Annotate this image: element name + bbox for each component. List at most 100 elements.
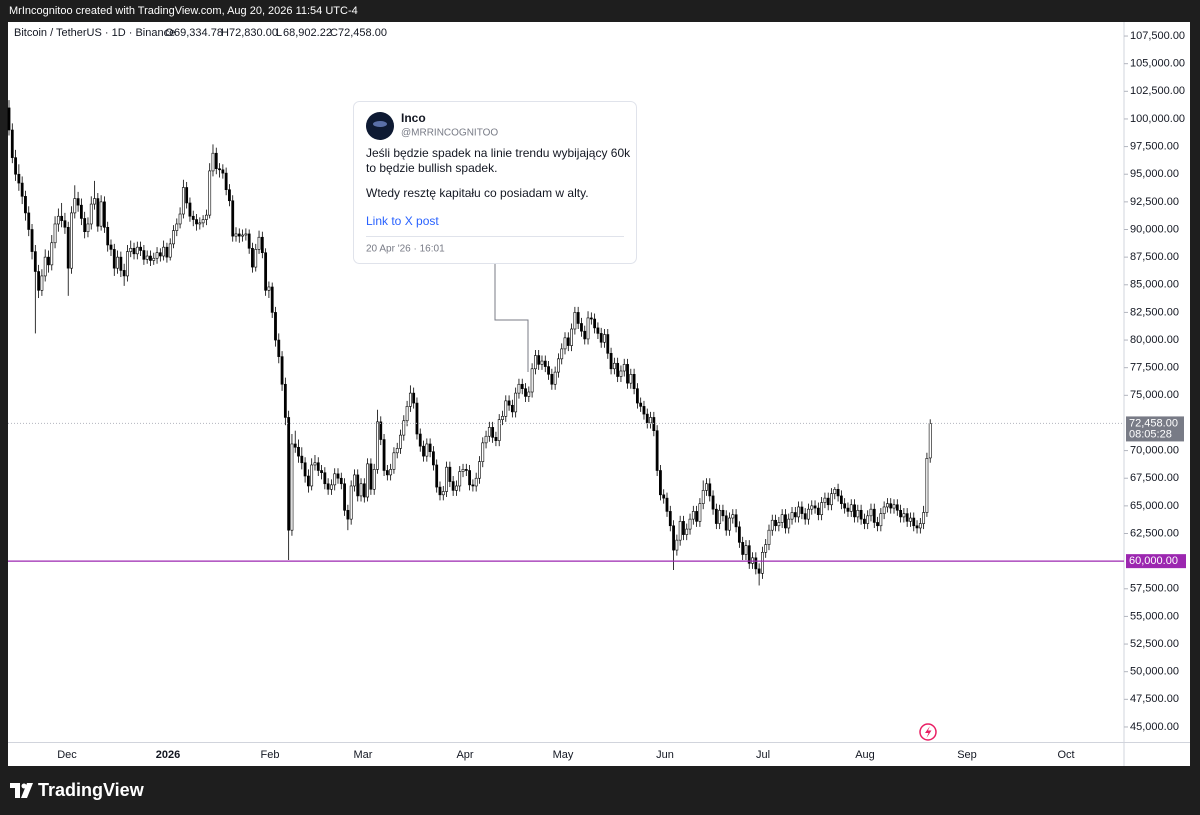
- candle-body: [879, 513, 883, 527]
- candle-body: [599, 333, 603, 343]
- candle-body: [135, 246, 139, 255]
- candle-body: [856, 509, 860, 518]
- x-tick-label: Apr: [456, 749, 473, 761]
- candle-body: [695, 511, 699, 522]
- candle-body: [543, 360, 547, 367]
- legend-value: 72,458.00: [338, 27, 387, 39]
- y-tick-label: 47,500.00: [1130, 693, 1179, 705]
- candle-body: [757, 568, 761, 574]
- candle-body: [889, 503, 893, 509]
- candle-body: [464, 469, 468, 471]
- candle-body: [566, 337, 570, 346]
- candle-body: [609, 353, 613, 370]
- x-tick-label: Jul: [756, 749, 770, 761]
- candle-body: [711, 495, 715, 510]
- candle-body: [195, 219, 198, 225]
- candle-body: [43, 256, 47, 277]
- candle-body: [50, 242, 54, 266]
- candle-body: [208, 170, 212, 216]
- candle-body: [527, 391, 531, 397]
- candle-body: [191, 215, 195, 220]
- candle-body: [10, 129, 14, 158]
- candle-body: [734, 514, 738, 528]
- legend-value: 72,830.00: [229, 27, 278, 39]
- candle-body: [336, 473, 340, 479]
- candle-body: [915, 525, 919, 529]
- candle-body: [487, 427, 491, 437]
- y-tick-label: 82,500.00: [1130, 306, 1179, 318]
- candle-body: [89, 203, 93, 225]
- avatar-graphic: [373, 121, 387, 127]
- candle-body: [175, 223, 179, 231]
- post-link[interactable]: Link to X post: [366, 214, 439, 228]
- legend-value: 69,334.78: [174, 27, 223, 39]
- candle-body: [596, 327, 600, 334]
- candles: [7, 100, 932, 586]
- candle-body: [172, 230, 175, 245]
- candle-body: [201, 219, 205, 224]
- candle-body: [300, 455, 304, 464]
- candle-body: [30, 229, 34, 252]
- candle-body: [682, 521, 685, 535]
- candle-body: [468, 470, 472, 486]
- candle-body: [257, 236, 261, 250]
- candle-body: [24, 196, 27, 214]
- candle-body: [382, 439, 386, 471]
- candle-body: [287, 417, 291, 531]
- candle-body: [849, 504, 853, 512]
- legend-key: L: [276, 27, 282, 39]
- post-text: to będzie bullish spadek.: [366, 161, 497, 175]
- candle-body: [833, 488, 837, 495]
- candle-body: [494, 437, 498, 441]
- candle-body: [484, 435, 488, 444]
- candle-body: [432, 451, 435, 466]
- candle-body: [724, 515, 728, 531]
- candle-body: [126, 251, 129, 277]
- post-text: Jeśli będzie spadek na linie trendu wybi…: [366, 146, 631, 160]
- candle-body: [323, 472, 327, 485]
- x-tick-label: Oct: [1057, 749, 1074, 761]
- candle-body: [132, 247, 136, 255]
- candle-body: [303, 462, 307, 477]
- post-card[interactable]: [353, 101, 637, 264]
- candle-body: [533, 355, 537, 370]
- candle-body: [557, 358, 560, 373]
- countdown: 08:05:28: [1129, 428, 1172, 440]
- candle-body: [701, 490, 705, 504]
- candle-body: [754, 557, 758, 570]
- candle-body: [7, 107, 11, 131]
- candle-body: [214, 152, 218, 169]
- candle-body: [510, 404, 514, 413]
- candle-body: [155, 252, 159, 259]
- candle-body: [655, 430, 659, 471]
- candle-body: [405, 406, 409, 422]
- candle-body: [181, 187, 185, 215]
- x-tick-label: Aug: [855, 749, 875, 761]
- x-tick-label: May: [553, 749, 574, 761]
- y-tick-label: 87,500.00: [1130, 251, 1179, 263]
- candle-body: [402, 420, 406, 436]
- candle-body: [188, 202, 192, 217]
- candle-body: [20, 182, 24, 197]
- candle-body: [353, 474, 356, 487]
- candle-body: [895, 504, 899, 511]
- candle-body: [846, 507, 850, 512]
- candle-body: [224, 172, 228, 191]
- candle-body: [570, 328, 573, 346]
- candle-body: [698, 503, 702, 522]
- candle-body: [816, 507, 820, 516]
- candle-body: [731, 514, 735, 519]
- candle-body: [152, 257, 156, 261]
- candle-body: [165, 246, 169, 258]
- y-tick-label: 67,500.00: [1130, 472, 1179, 484]
- candle-body: [27, 212, 31, 230]
- candle-body: [264, 252, 268, 291]
- candle-body: [63, 220, 67, 228]
- candle-body: [586, 317, 590, 340]
- candle-body: [96, 198, 100, 227]
- candle-body: [517, 383, 521, 394]
- candle-body: [297, 446, 300, 457]
- hline-label: 60,000.00: [1129, 555, 1178, 567]
- last-price-label: 72,458.00: [1129, 417, 1178, 429]
